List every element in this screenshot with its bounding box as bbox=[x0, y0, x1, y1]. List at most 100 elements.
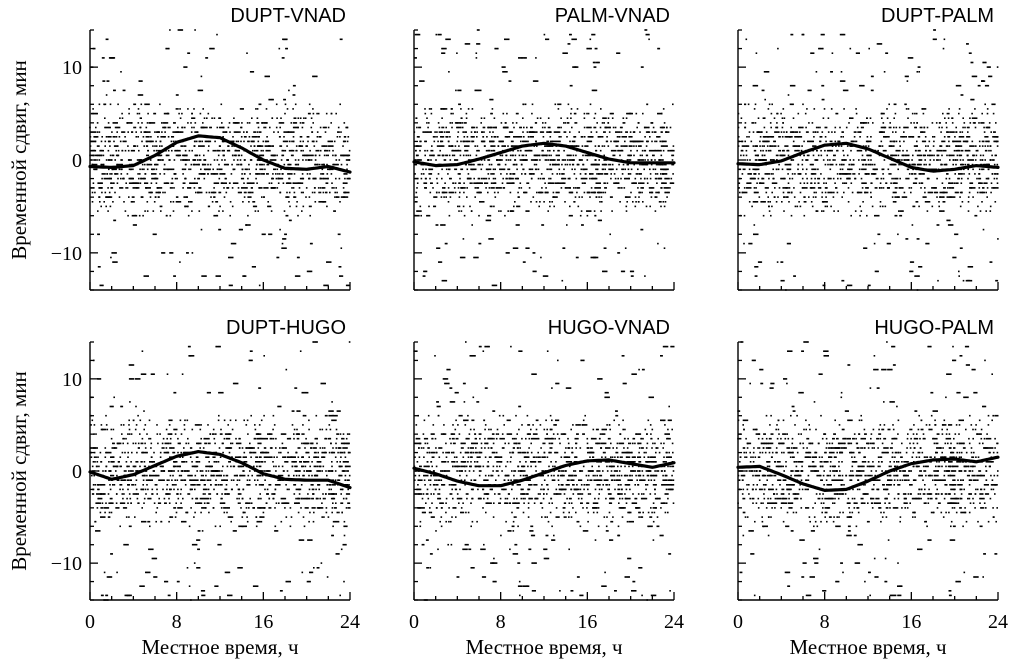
data-point bbox=[233, 168, 236, 171]
scatter-points bbox=[89, 29, 351, 287]
data-point bbox=[160, 136, 162, 138]
data-point bbox=[99, 182, 102, 184]
data-point bbox=[281, 154, 283, 157]
data-point bbox=[415, 149, 417, 152]
data-point bbox=[961, 136, 963, 138]
data-point bbox=[983, 80, 986, 82]
data-point bbox=[649, 168, 651, 171]
data-point bbox=[509, 210, 512, 212]
data-point bbox=[176, 177, 178, 180]
data-point bbox=[645, 131, 648, 133]
data-point bbox=[310, 154, 313, 157]
data-point bbox=[996, 177, 998, 180]
data-point bbox=[193, 117, 196, 119]
data-point bbox=[536, 154, 538, 157]
data-point bbox=[135, 187, 137, 189]
data-point bbox=[661, 126, 664, 129]
data-point bbox=[458, 182, 460, 184]
data-point bbox=[426, 117, 428, 119]
data-point bbox=[458, 173, 461, 175]
data-point bbox=[248, 140, 250, 143]
data-point bbox=[518, 154, 521, 157]
data-point bbox=[256, 149, 259, 152]
data-point bbox=[994, 187, 996, 189]
data-point bbox=[144, 177, 146, 180]
data-point bbox=[181, 168, 184, 171]
data-point bbox=[822, 284, 825, 287]
data-point bbox=[515, 224, 518, 226]
data-point bbox=[161, 136, 164, 138]
data-point bbox=[291, 149, 293, 152]
data-point bbox=[604, 191, 607, 194]
data-point bbox=[959, 84, 962, 87]
data-point bbox=[876, 270, 878, 273]
data-point bbox=[630, 154, 632, 157]
data-point bbox=[642, 163, 644, 166]
data-point bbox=[312, 154, 314, 157]
data-point bbox=[592, 191, 594, 194]
data-point bbox=[335, 159, 338, 161]
data-point bbox=[747, 182, 750, 184]
data-point bbox=[131, 214, 134, 217]
data-point bbox=[754, 191, 757, 194]
data-point bbox=[422, 173, 425, 175]
data-point bbox=[911, 224, 914, 226]
data-point bbox=[805, 131, 808, 133]
data-point bbox=[956, 191, 958, 194]
data-point bbox=[307, 136, 310, 138]
data-point bbox=[628, 112, 631, 115]
data-point bbox=[541, 131, 543, 133]
data-point bbox=[283, 131, 285, 133]
data-point bbox=[182, 182, 185, 184]
data-point bbox=[981, 122, 984, 124]
data-point bbox=[310, 270, 313, 273]
data-point bbox=[291, 140, 293, 143]
data-point bbox=[893, 177, 895, 180]
data-point bbox=[130, 182, 133, 184]
data-point bbox=[795, 131, 798, 133]
data-point bbox=[444, 159, 447, 161]
data-point bbox=[465, 140, 467, 143]
data-point bbox=[219, 168, 222, 171]
data-point bbox=[646, 163, 649, 166]
data-point bbox=[877, 270, 879, 273]
data-point bbox=[621, 173, 624, 175]
data-point bbox=[342, 154, 345, 157]
data-point bbox=[417, 145, 419, 147]
data-point bbox=[647, 140, 649, 143]
data-point bbox=[301, 182, 304, 184]
data-point bbox=[646, 126, 649, 129]
data-point bbox=[195, 191, 197, 194]
data-point bbox=[184, 196, 187, 198]
data-point bbox=[347, 154, 349, 157]
data-point bbox=[471, 136, 474, 138]
data-point bbox=[768, 136, 770, 138]
data-point bbox=[551, 140, 554, 143]
data-point bbox=[194, 29, 196, 31]
data-point bbox=[973, 145, 975, 147]
data-point bbox=[213, 47, 215, 50]
data-point bbox=[101, 187, 103, 189]
data-point bbox=[302, 159, 304, 161]
data-point bbox=[576, 145, 578, 147]
data-point bbox=[503, 187, 506, 189]
data-point bbox=[250, 145, 252, 147]
data-point bbox=[440, 140, 442, 143]
data-point bbox=[110, 177, 112, 180]
data-point bbox=[136, 182, 138, 184]
data-point bbox=[506, 173, 508, 175]
data-point bbox=[949, 131, 951, 133]
data-point bbox=[200, 89, 202, 92]
data-point bbox=[572, 38, 575, 41]
data-point bbox=[182, 173, 184, 175]
data-point bbox=[135, 224, 137, 226]
data-point bbox=[536, 131, 538, 133]
data-point bbox=[811, 163, 813, 166]
data-point bbox=[274, 187, 277, 189]
data-point bbox=[757, 168, 760, 171]
data-point bbox=[919, 154, 921, 157]
data-point bbox=[640, 173, 642, 175]
data-point bbox=[444, 182, 446, 184]
data-point bbox=[231, 187, 234, 189]
data-point bbox=[460, 126, 462, 129]
